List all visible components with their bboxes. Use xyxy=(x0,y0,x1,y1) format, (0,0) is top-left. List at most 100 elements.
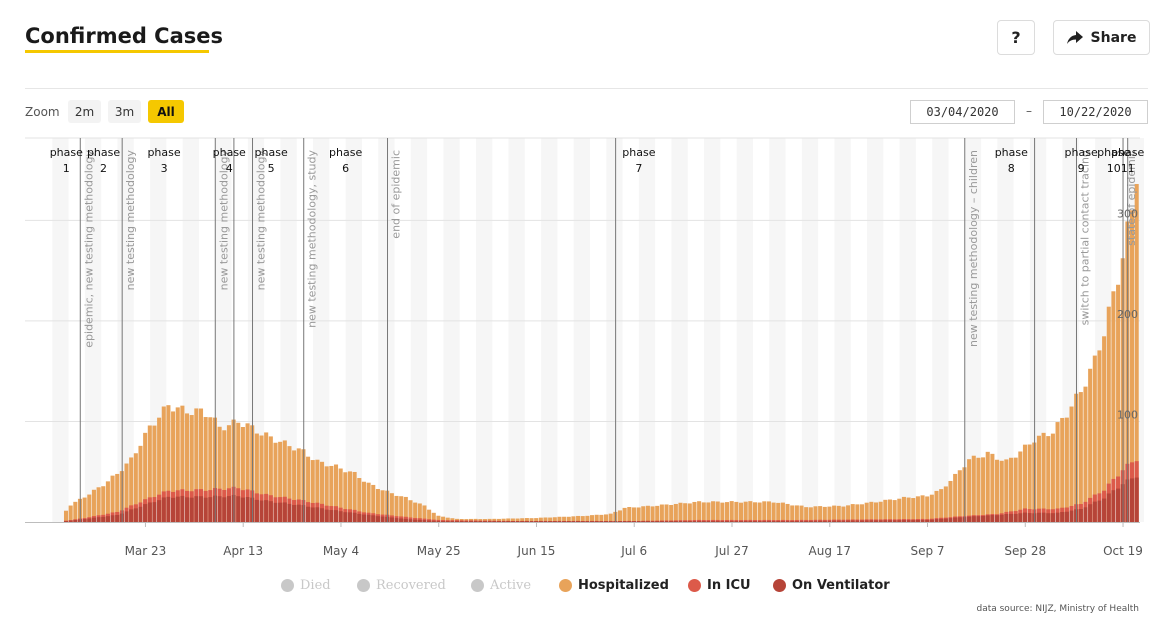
zoom-all-button[interactable]: All xyxy=(148,100,184,123)
bar-on-ventilator xyxy=(180,495,185,522)
legend-item-icu[interactable]: In ICU xyxy=(688,578,751,593)
week-band xyxy=(1029,138,1047,522)
annotation-note: new testing methodology xyxy=(255,150,268,291)
legend-item-active[interactable]: Active xyxy=(471,578,531,593)
bar-hospitalized xyxy=(929,494,934,522)
bar-on-ventilator xyxy=(1050,513,1055,522)
bar-on-ventilator xyxy=(645,520,650,522)
bar-hospitalized xyxy=(506,518,511,522)
bar-on-ventilator xyxy=(524,520,529,522)
bar-hospitalized xyxy=(711,501,716,522)
bar-on-ventilator xyxy=(343,512,348,522)
bar-hospitalized xyxy=(1088,368,1093,522)
bar-hospitalized xyxy=(967,459,972,522)
bar-in-icu xyxy=(752,520,758,522)
bar-hospitalized xyxy=(254,433,259,522)
zoom-2m-button[interactable]: 2m xyxy=(68,100,101,123)
bar-on-ventilator xyxy=(403,518,408,522)
bar-hospitalized xyxy=(143,432,148,522)
phase-number: 10 xyxy=(1107,162,1121,175)
bar-on-ventilator xyxy=(804,520,809,522)
bar-on-ventilator xyxy=(841,520,846,522)
bar-hospitalized xyxy=(832,505,837,522)
bar-hospitalized xyxy=(399,496,404,522)
week-band xyxy=(541,138,558,522)
x-tick-label: Mar 23 xyxy=(125,544,167,558)
bar-on-ventilator xyxy=(580,521,585,522)
bar-on-ventilator xyxy=(692,520,697,522)
annotation-note: epidemic, new testing methodology xyxy=(82,150,95,348)
bar-on-ventilator xyxy=(431,520,436,522)
bar-on-ventilator xyxy=(715,520,720,522)
bar-hospitalized xyxy=(1092,355,1097,522)
bar-on-ventilator xyxy=(1106,493,1111,522)
phase-number: 6 xyxy=(342,162,349,175)
week-band xyxy=(443,138,460,522)
bar-hospitalized xyxy=(217,426,222,522)
bar-on-ventilator xyxy=(166,496,171,522)
bar-hospitalized xyxy=(333,464,339,522)
bar-on-ventilator xyxy=(617,521,623,522)
bar-hospitalized xyxy=(594,514,599,522)
bar-hospitalized xyxy=(743,501,748,522)
bar-on-ventilator xyxy=(659,520,664,522)
week-band xyxy=(964,138,982,522)
legend-item-ventilator[interactable]: On Ventilator xyxy=(773,578,890,593)
bar-hospitalized xyxy=(422,505,427,522)
legend-item-recovered[interactable]: Recovered xyxy=(357,578,446,593)
bar-on-ventilator xyxy=(63,521,69,522)
bar-hospitalized xyxy=(431,512,436,522)
bar-hospitalized xyxy=(729,501,734,522)
zoom-3m-button[interactable]: 3m xyxy=(108,100,141,123)
legend-dot-hospitalized xyxy=(559,579,572,592)
bar-hospitalized xyxy=(953,473,958,522)
phase-number: 8 xyxy=(1008,162,1015,175)
bar-hospitalized xyxy=(566,516,571,522)
bar-on-ventilator xyxy=(822,520,827,522)
bar-hospitalized xyxy=(366,482,371,522)
bar-hospitalized xyxy=(413,502,418,522)
share-arrow-icon xyxy=(1066,30,1083,44)
bar-hospitalized xyxy=(189,415,194,522)
bar-hospitalized xyxy=(673,503,678,522)
bar-hospitalized xyxy=(785,503,790,522)
bar-on-ventilator xyxy=(603,521,609,522)
bar-on-ventilator xyxy=(873,520,879,522)
bar-hospitalized xyxy=(664,504,669,522)
week-band xyxy=(345,138,362,522)
bar-hospitalized xyxy=(790,505,795,522)
bar-hospitalized xyxy=(529,518,534,522)
bar-hospitalized xyxy=(361,481,366,522)
date-from-input[interactable]: 03/04/2020 xyxy=(910,100,1015,124)
y-tick-label: 100 xyxy=(1117,408,1138,421)
bar-hospitalized xyxy=(68,505,73,522)
legend-item-hospitalized[interactable]: Hospitalized xyxy=(559,578,669,593)
bar-hospitalized xyxy=(771,502,776,522)
bar-on-ventilator xyxy=(133,508,138,522)
bar-hospitalized xyxy=(1097,350,1102,522)
bar-on-ventilator xyxy=(869,520,874,522)
bar-on-ventilator xyxy=(73,519,78,522)
phase-label: phase xyxy=(1065,146,1098,159)
bar-hospitalized xyxy=(617,510,623,522)
share-button[interactable]: Share xyxy=(1053,20,1150,55)
bar-on-ventilator xyxy=(627,520,632,522)
bar-on-ventilator xyxy=(1097,500,1102,522)
bar-hospitalized xyxy=(948,480,953,522)
bar-hospitalized xyxy=(943,486,948,522)
bar-on-ventilator xyxy=(776,521,781,522)
bar-on-ventilator xyxy=(320,508,325,522)
bar-on-ventilator xyxy=(790,521,795,522)
bar-on-ventilator xyxy=(1008,513,1014,522)
bar-hospitalized xyxy=(873,502,879,522)
bar-on-ventilator xyxy=(650,521,655,522)
bar-hospitalized xyxy=(515,518,520,522)
week-band xyxy=(997,138,1014,522)
date-to-input[interactable]: 10/22/2020 xyxy=(1043,100,1148,124)
help-button[interactable]: ? xyxy=(997,20,1035,55)
bar-hospitalized xyxy=(920,495,925,522)
bar-hospitalized xyxy=(869,501,874,522)
bar-on-ventilator xyxy=(701,521,706,522)
legend-item-died[interactable]: Died xyxy=(281,578,331,593)
